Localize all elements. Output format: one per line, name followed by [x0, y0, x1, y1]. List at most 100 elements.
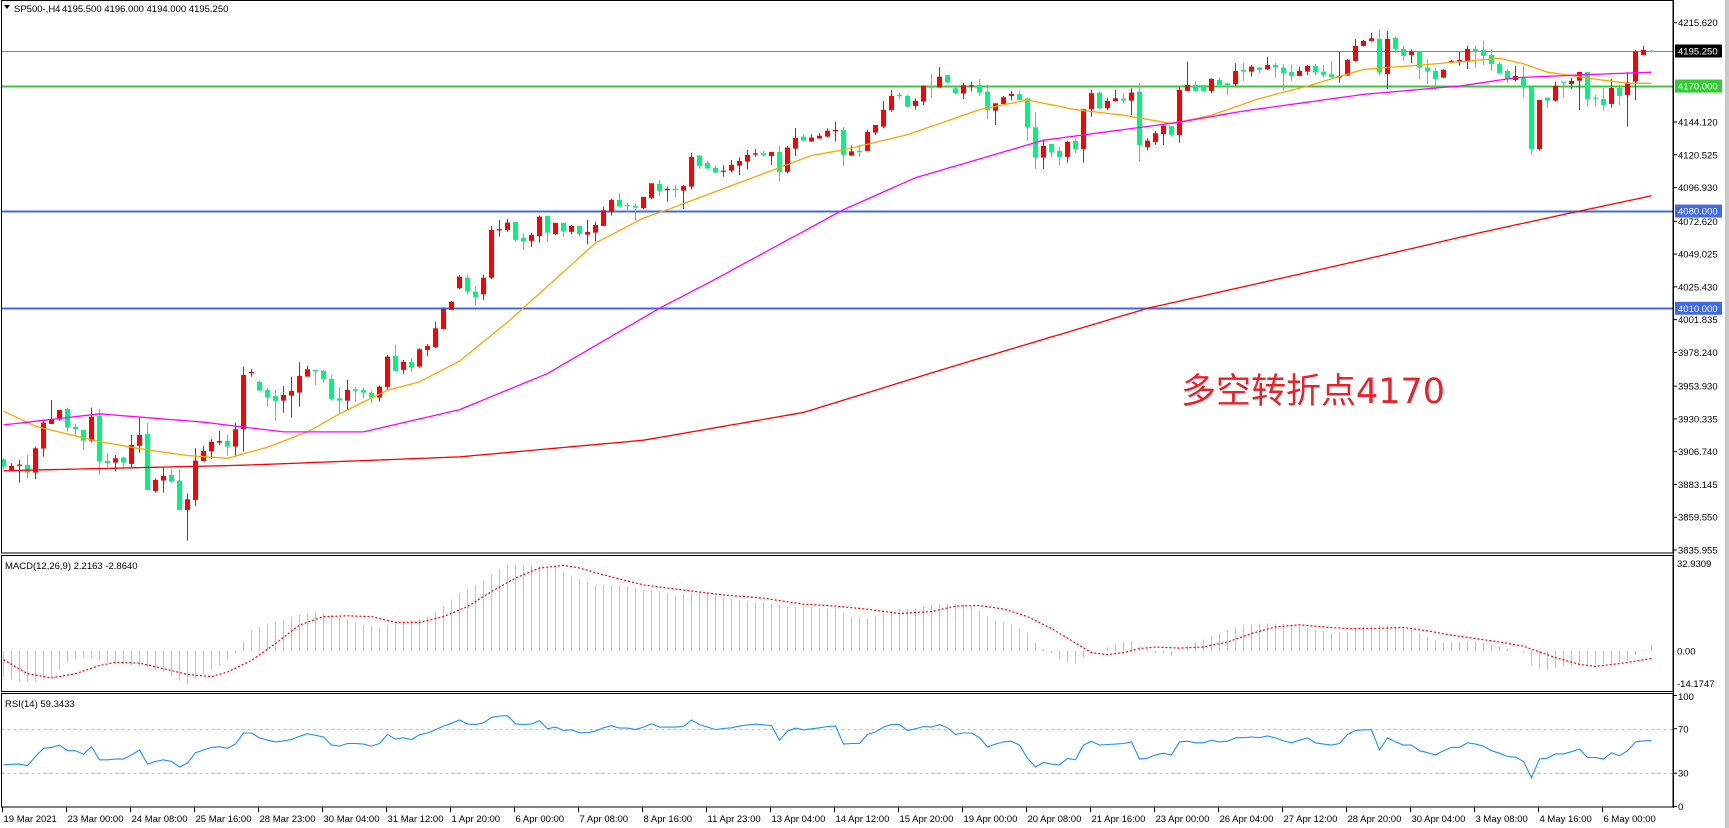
candle-body	[1625, 82, 1630, 95]
candle-body	[145, 433, 150, 490]
candle	[1545, 97, 1550, 108]
candle	[961, 82, 966, 99]
candle-body	[841, 129, 846, 155]
candle	[585, 219, 590, 244]
candle-body	[313, 369, 318, 372]
candle-body	[1273, 64, 1278, 68]
ohlc-readout: 4195.500 4196.000 4194.000 4195.250	[62, 4, 228, 15]
candle	[1641, 45, 1646, 55]
candle-body	[609, 199, 614, 212]
triangle-down-icon[interactable]	[4, 5, 10, 9]
price-tick-label: 3835.955	[1678, 546, 1718, 557]
candle-body	[361, 389, 366, 393]
candle-body	[897, 94, 902, 97]
time-tick-label: 6 May 00:00	[1604, 814, 1656, 825]
candle-body	[89, 416, 94, 441]
time-tick-label: 13 Apr 04:00	[772, 814, 826, 825]
candle-body	[1385, 38, 1390, 74]
candle-body	[329, 378, 334, 399]
candle	[545, 215, 550, 242]
candle	[553, 222, 558, 235]
candle	[697, 154, 702, 169]
candle	[225, 434, 230, 456]
candle	[1369, 32, 1374, 42]
candle-body	[657, 183, 662, 191]
candle	[1113, 89, 1118, 102]
candle-body	[1249, 66, 1254, 72]
candle-body	[961, 85, 966, 94]
candle	[313, 369, 318, 385]
candle-body	[1, 459, 6, 467]
candle-body	[1601, 98, 1606, 105]
candle	[793, 128, 798, 156]
window-edge-scrollbar[interactable]	[1725, 0, 1729, 828]
candle-body	[1177, 89, 1182, 135]
candle-body	[1233, 70, 1238, 85]
candle-body	[945, 74, 950, 83]
candle-body	[1537, 99, 1542, 149]
candle	[401, 359, 406, 374]
candle	[169, 468, 174, 483]
time-tick-label: 4 May 16:00	[1540, 814, 1592, 825]
candle	[369, 390, 374, 404]
candle	[777, 145, 782, 182]
candle-body	[1529, 87, 1534, 149]
candle-body	[1049, 143, 1054, 153]
candle	[849, 145, 854, 156]
candle	[489, 225, 494, 280]
candle-body	[129, 444, 134, 464]
candle	[681, 184, 686, 210]
candle-body	[1001, 97, 1006, 104]
candle-body	[553, 222, 558, 234]
candle-body	[1025, 98, 1030, 128]
candle	[841, 127, 846, 166]
candle-body	[513, 221, 518, 240]
candle	[289, 376, 294, 418]
candle-body	[345, 389, 350, 401]
candle	[1521, 65, 1526, 98]
candle-body	[761, 153, 766, 156]
candle	[1305, 64, 1310, 75]
candle-body	[817, 135, 822, 139]
candle	[1089, 89, 1094, 117]
candle	[1537, 99, 1542, 151]
time-tick-label: 31 Mar 12:00	[388, 814, 444, 825]
candle	[1233, 63, 1238, 86]
candle-body	[1113, 98, 1118, 102]
candle	[1209, 78, 1214, 94]
candle-body	[489, 229, 494, 278]
price-tick-label: 3883.145	[1678, 480, 1718, 491]
candle-body	[633, 205, 638, 208]
candle-body	[185, 499, 190, 510]
candle-body	[521, 238, 526, 242]
candle-body	[377, 386, 382, 398]
time-tick-label: 28 Mar 23:00	[260, 814, 316, 825]
candle-body	[1105, 100, 1110, 109]
candle-body	[113, 458, 118, 463]
candle	[865, 129, 870, 151]
candle	[665, 186, 670, 202]
time-tick-label: 20 Apr 08:00	[1028, 814, 1082, 825]
candle	[633, 203, 638, 221]
macd-axis-label: -14.1747	[1677, 679, 1715, 690]
candle	[433, 321, 438, 349]
candle	[1353, 38, 1358, 62]
candle-body	[1065, 141, 1070, 157]
candle-body	[529, 234, 534, 241]
candle	[1185, 61, 1190, 91]
price-tick-label: 4049.025	[1678, 250, 1718, 261]
candle-body	[25, 464, 30, 473]
candle-body	[433, 328, 438, 348]
price-tick-label: 4001.835	[1678, 315, 1718, 326]
candle	[209, 439, 214, 460]
candle	[809, 134, 814, 142]
candle-body	[577, 225, 582, 234]
candle	[321, 369, 326, 383]
candle-body	[681, 186, 686, 191]
symbol-label: SP500-,H4	[14, 4, 60, 15]
candle	[1337, 51, 1342, 83]
candle-body	[593, 224, 598, 233]
candle	[1257, 66, 1262, 74]
candle-body	[1009, 93, 1014, 96]
